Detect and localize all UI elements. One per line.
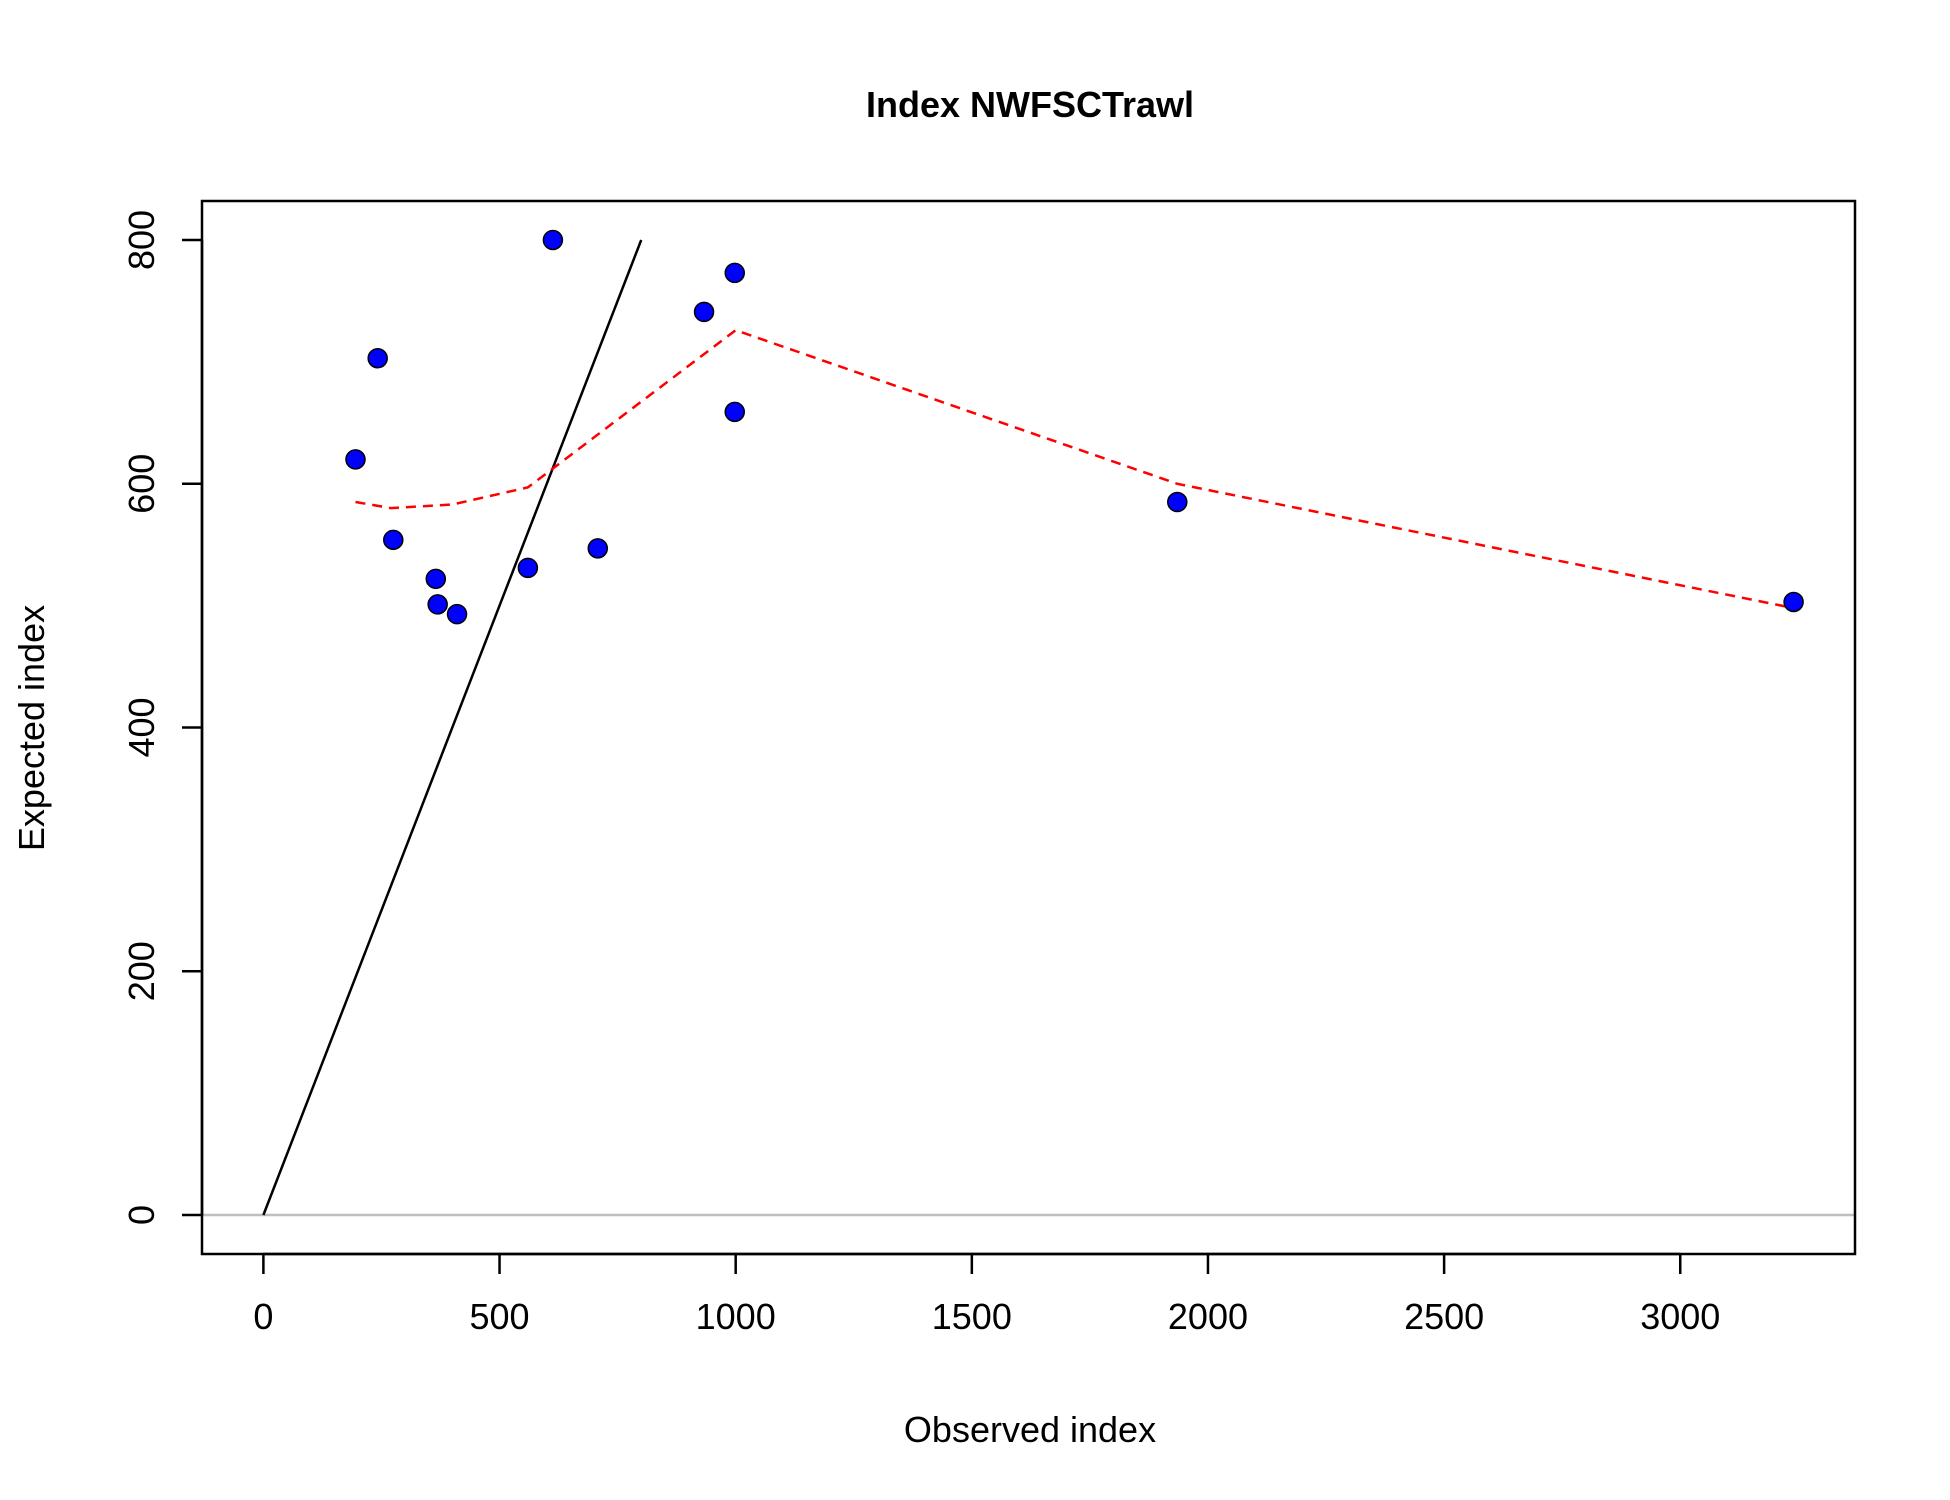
data-point [542, 229, 564, 251]
data-point [383, 529, 404, 551]
data-point [425, 568, 447, 590]
y-tick-label: 200 [121, 941, 162, 1001]
x-axis: 0 500 1000 1500 2000 2500 3000 [253, 1252, 1720, 1337]
data-point [724, 262, 745, 284]
y-tick-label: 800 [121, 210, 162, 270]
data-point [446, 603, 468, 625]
x-tick-label: 2000 [1168, 1296, 1248, 1337]
data-point [1167, 491, 1188, 513]
data-point [587, 538, 609, 559]
data-point [1783, 591, 1804, 613]
data-point [693, 301, 715, 323]
x-tick-label: 1500 [932, 1296, 1012, 1337]
data-point [427, 594, 448, 615]
x-tick-label: 1000 [696, 1296, 776, 1337]
data-point [724, 401, 745, 423]
data-point [517, 557, 539, 579]
y-axis: 0 200 400 600 800 [121, 210, 204, 1225]
y-axis-label: Expected index [11, 605, 52, 851]
x-tick-label: 0 [253, 1296, 273, 1337]
smoother-line [355, 328, 1794, 610]
plot-area [202, 229, 1855, 1217]
identity-line [262, 239, 643, 1216]
y-tick-label: 0 [121, 1205, 162, 1225]
x-tick-label: 2500 [1404, 1296, 1484, 1337]
x-tick-label: 500 [470, 1296, 530, 1337]
x-axis-label: Observed index [904, 1409, 1156, 1450]
chart-title: Index NWFSCTrawl [866, 84, 1194, 125]
data-point [367, 347, 388, 369]
data-point [345, 449, 366, 470]
y-tick-label: 600 [121, 454, 162, 514]
x-tick-label: 3000 [1640, 1296, 1720, 1337]
y-tick-label: 400 [121, 697, 162, 757]
